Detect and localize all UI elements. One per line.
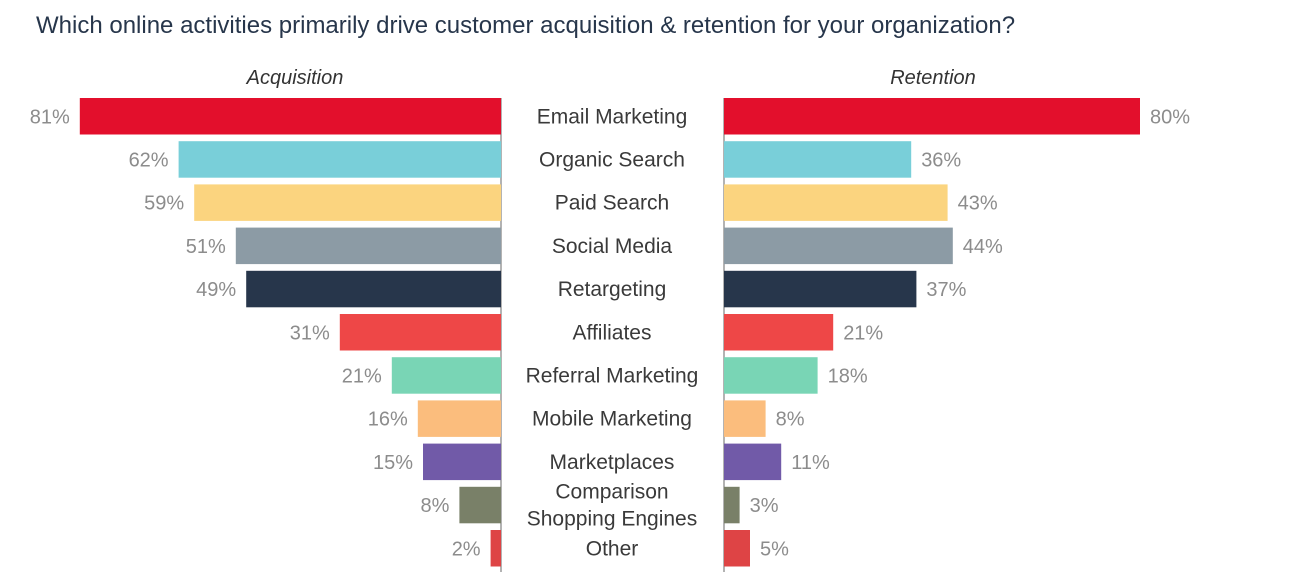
chart-marks: 81% 80% Email Marketing 62% 36% Organic Searc…: [30, 98, 1190, 567]
retention-bar: [724, 98, 1140, 135]
retention-panel-title: Retention: [890, 67, 976, 89]
category-label: Retargeting: [558, 278, 667, 301]
retention-bar: [724, 443, 782, 481]
acquisition-bar: [391, 357, 501, 394]
retention-bar: [724, 357, 818, 394]
acquisition-value-label: 31%: [290, 322, 330, 344]
acquisition-value-label: 16%: [368, 409, 408, 431]
retention-value-label: 37%: [926, 279, 966, 301]
acquisition-value-label: 21%: [342, 365, 382, 387]
retention-value-label: 43%: [958, 193, 998, 215]
retention-bar: [724, 227, 953, 265]
acquisition-bar: [423, 443, 501, 481]
retention-bar: [724, 486, 740, 524]
category-label: Other: [586, 537, 639, 560]
category-label: Organic Search: [539, 148, 685, 171]
retention-value-label: 3%: [750, 495, 779, 517]
retention-bar: [724, 184, 948, 221]
category-label: Affiliates: [573, 321, 652, 344]
acquisition-bar: [235, 227, 502, 265]
acquisition-value-label: 59%: [144, 193, 184, 215]
retention-value-label: 36%: [921, 149, 961, 171]
acquisition-value-label: 49%: [196, 279, 236, 301]
category-label: Paid Search: [555, 192, 669, 215]
acquisition-bar: [459, 486, 501, 524]
acquisition-bar: [339, 314, 501, 351]
retention-bar: [724, 530, 750, 567]
acquisition-value-label: 15%: [373, 452, 413, 474]
acquisition-bar: [417, 400, 501, 437]
retention-value-label: 5%: [760, 538, 789, 560]
retention-bar: [724, 270, 917, 308]
acquisition-value-label: 81%: [30, 106, 70, 128]
acquisition-bar: [178, 141, 501, 178]
category-label: Marketplaces: [550, 451, 675, 474]
acquisition-bar: [79, 98, 502, 135]
retention-value-label: 80%: [1150, 106, 1190, 128]
category-label: Email Marketing: [537, 105, 688, 128]
acquisition-value-label: 51%: [186, 236, 226, 258]
retention-value-label: 8%: [776, 409, 805, 431]
acquisition-bar: [490, 530, 501, 567]
retention-bar: [724, 141, 912, 178]
category-label: Comparison Shopping Engines: [527, 481, 697, 531]
acquisition-value-label: 8%: [420, 495, 449, 517]
acquisition-bar: [194, 184, 501, 221]
chart-title: Which online activities primarily drive …: [36, 12, 1015, 39]
acquisition-value-label: 62%: [129, 149, 169, 171]
retention-value-label: 44%: [963, 236, 1003, 258]
acquisition-value-label: 2%: [452, 538, 481, 560]
retention-value-label: 18%: [828, 365, 868, 387]
retention-value-label: 11%: [791, 452, 830, 474]
category-label: Social Media: [552, 235, 673, 258]
acquisition-panel-title: Acquisition: [246, 67, 344, 89]
acquisition-bar: [246, 270, 501, 308]
retention-value-label: 21%: [843, 322, 883, 344]
category-label: Referral Marketing: [526, 364, 699, 387]
retention-bar: [724, 314, 834, 351]
retention-bar: [724, 400, 766, 437]
category-label: Mobile Marketing: [532, 408, 692, 431]
